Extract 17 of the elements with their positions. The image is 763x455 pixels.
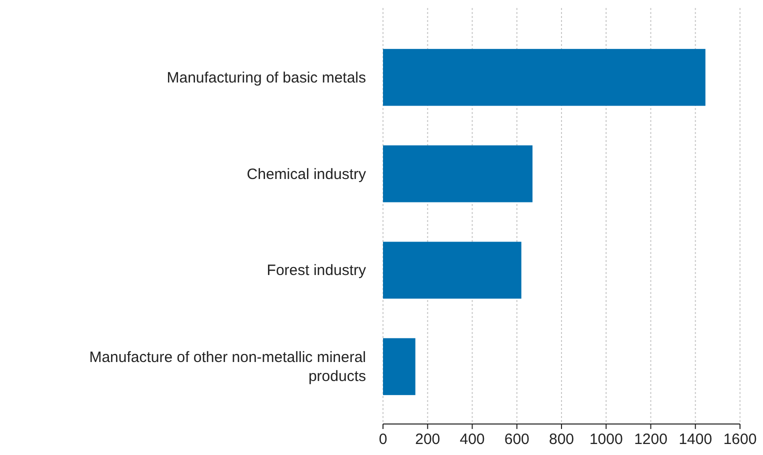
y-tick-label: Manufacturing of basic metals [166,69,366,86]
bar [383,145,532,202]
x-tick-label: 400 [460,431,485,448]
y-tick-label: Forest industry [266,262,366,280]
x-tick-label: 200 [415,431,440,448]
x-tick-label: 0 [378,431,388,448]
y-tick-label: Manufacture of other non-metallic mineral products [89,349,366,386]
x-tick-label: 1600 [723,431,757,448]
bar [383,338,416,396]
x-tick-label: 1200 [634,431,668,448]
bar [383,242,522,299]
bar [383,48,706,106]
x-tick-label: 1000 [589,431,623,448]
y-tick-label: Chemical industry [246,166,366,183]
x-tick-label: 600 [504,431,530,448]
x-tick-label: 800 [548,431,574,448]
x-tick-label: 1400 [678,431,712,448]
